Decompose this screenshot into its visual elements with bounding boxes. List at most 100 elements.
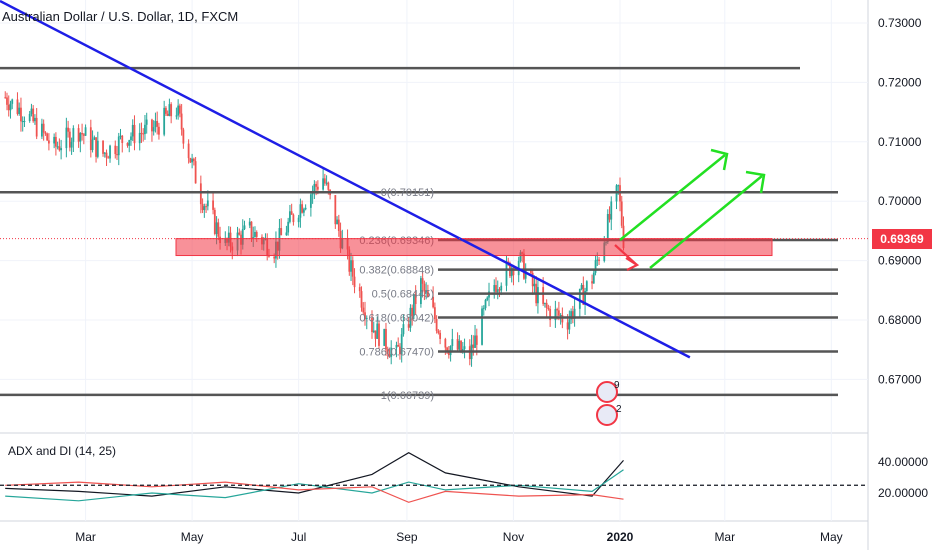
adx-line (5, 452, 624, 497)
candle-body (309, 194, 312, 208)
current-price-label: 0.69369 (872, 229, 932, 249)
symbol-title[interactable]: Australian Dollar / U.S. Dollar, 1D, FXC… (2, 9, 239, 24)
up-arrow (649, 175, 763, 269)
candle-body (372, 330, 375, 333)
price-tick-label: 0.69000 (878, 254, 922, 268)
candle-body (482, 308, 485, 310)
candle-body (11, 99, 14, 104)
candle-body (289, 211, 291, 222)
candle-body (544, 302, 546, 304)
candle-body (205, 206, 207, 208)
candle-body (496, 289, 499, 293)
time-tick-label: Jul (291, 530, 306, 544)
main-pane: 0(0.70151)0.236(0.69346)0.382(0.68848)0.… (0, 0, 868, 521)
candle-body (16, 99, 19, 114)
candle-body (407, 324, 410, 328)
price-tick-label: 0.73000 (878, 16, 922, 30)
candle-body (109, 145, 111, 159)
time-tick-label: Mar (75, 530, 96, 544)
candle-body (582, 284, 585, 305)
candle-body (48, 140, 50, 144)
candle-body (151, 119, 153, 132)
candle-body (103, 152, 106, 154)
fib-level-label: 0(0.70151) (381, 187, 434, 199)
candle-body (386, 349, 389, 355)
candle-body (481, 308, 483, 345)
candle-body (547, 307, 550, 310)
event-count: 9 (614, 380, 620, 391)
candle-body (168, 104, 171, 116)
candle-body (292, 214, 295, 223)
candle-body (93, 137, 96, 140)
candle-body (592, 272, 595, 284)
fib-level-label: 0.5(0.68445) (372, 289, 434, 301)
candle-body (620, 201, 623, 226)
candle-body (273, 256, 276, 259)
candle-body (447, 352, 450, 356)
indicator-title[interactable]: ADX and DI (14, 25) (8, 444, 117, 458)
fib-level-label: 0.618(0.68042) (359, 313, 434, 325)
candle-body (28, 113, 31, 121)
candle-body (243, 225, 246, 230)
candle-body (472, 344, 475, 348)
candle-body (268, 255, 270, 257)
candle-body (413, 294, 415, 316)
candle-body (578, 288, 581, 309)
candle-body (250, 221, 253, 239)
candle-body (142, 133, 145, 135)
candle-body (336, 219, 338, 225)
candle-body (495, 285, 497, 293)
candle-body (542, 287, 545, 304)
candle-body (378, 323, 380, 346)
candle-body (128, 140, 131, 146)
candle-body (351, 260, 354, 277)
candle-body (313, 183, 316, 192)
candle-body (254, 232, 256, 238)
candle-body (598, 259, 600, 261)
candle-body (54, 136, 57, 147)
candle-body (170, 104, 173, 117)
candle-body (65, 127, 68, 149)
candle-body (212, 200, 214, 210)
candle-body (316, 186, 319, 190)
candle-body (385, 328, 387, 350)
candle-body (60, 148, 63, 151)
up-arrow-head (745, 170, 766, 194)
candle-body (383, 328, 386, 346)
candle-body (437, 330, 440, 333)
fib-level-label: 0.786(0.67470) (359, 346, 434, 358)
candle-body (95, 137, 97, 157)
candle-body (456, 339, 459, 350)
time-tick-label: May (181, 530, 204, 544)
candle-body (248, 221, 251, 226)
candle-body (580, 284, 583, 289)
candle-body (58, 146, 61, 151)
candle-body (82, 134, 85, 136)
candle-body (206, 200, 209, 207)
candle-body (423, 283, 426, 292)
candle-body (165, 107, 167, 114)
candle-body (119, 135, 122, 137)
candle-body (203, 206, 206, 211)
candle-body (365, 317, 368, 320)
candle-body (32, 108, 35, 122)
candle-body (217, 222, 220, 237)
candle-body (524, 270, 527, 279)
candle-body (56, 146, 59, 148)
event-badge (596, 381, 618, 403)
candle-body (290, 211, 293, 215)
candle-body (9, 103, 12, 111)
candle-body (67, 127, 70, 132)
candle-body (4, 97, 7, 99)
price-tick-label: 0.71000 (878, 135, 922, 149)
candle-body (6, 97, 8, 105)
candle-body (297, 217, 300, 223)
candle-body (353, 276, 356, 288)
candle-body (131, 124, 134, 137)
price-tick-label: 0.67000 (878, 372, 922, 386)
candle-body (280, 228, 283, 236)
candle-body (426, 291, 429, 297)
time-tick-label: Sep (396, 530, 418, 544)
candle-body (114, 145, 117, 155)
